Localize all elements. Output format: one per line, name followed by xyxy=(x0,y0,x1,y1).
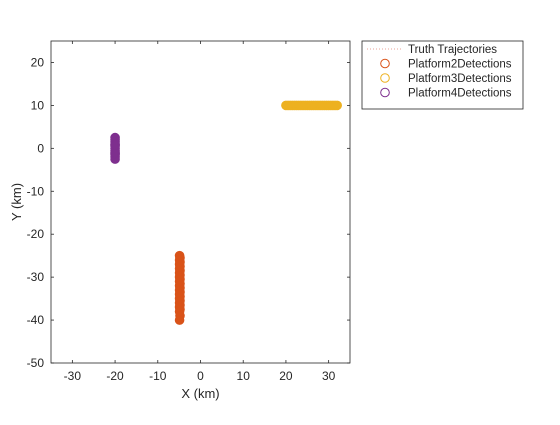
data-marks xyxy=(110,100,342,325)
data-point xyxy=(174,315,185,325)
y-tick-label: -40 xyxy=(27,313,45,327)
legend-box xyxy=(361,40,524,110)
x-tick-label: 10 xyxy=(237,369,251,383)
axes xyxy=(50,40,351,364)
axis-ticks: -30 -20 -10 0 10 20 30 -50 -40 -30 -20 -10 0 10 20 xyxy=(27,41,350,383)
x-tick-label: 0 xyxy=(197,369,204,383)
plot-area-frame xyxy=(50,40,351,364)
data-point xyxy=(332,100,342,111)
y-tick-label: -30 xyxy=(27,270,45,284)
y-tick-label: -50 xyxy=(27,356,45,370)
y-axis-label: Y (km) xyxy=(9,183,24,221)
legend-marker-swatch xyxy=(380,87,390,98)
x-tick-label: -20 xyxy=(106,369,124,383)
legend-label: Platform3Detections xyxy=(408,73,512,85)
legend-marker-swatch xyxy=(380,58,390,69)
y-tick-label: 10 xyxy=(31,98,45,112)
legend-label: Platform2Detections xyxy=(408,59,512,71)
data-point xyxy=(110,148,120,159)
y-tick-label: 20 xyxy=(31,55,45,69)
y-tick-label: -10 xyxy=(27,184,45,198)
x-tick-label: -10 xyxy=(149,369,167,383)
y-tick-label: 0 xyxy=(37,141,44,155)
x-tick-label: -30 xyxy=(64,369,82,383)
x-axis-label: X (km) xyxy=(181,386,219,401)
legend-label: Truth Trajectories xyxy=(408,44,497,56)
legend-label: Platform4Detections xyxy=(408,88,512,100)
x-tick-label: 30 xyxy=(322,369,336,383)
data-point xyxy=(110,140,120,150)
legend-marker-swatch xyxy=(380,73,390,83)
y-tick-label: -20 xyxy=(27,227,45,241)
x-tick-label: 20 xyxy=(279,369,293,383)
legend: Truth Trajectories Platform2Detections Pla… xyxy=(361,40,524,110)
